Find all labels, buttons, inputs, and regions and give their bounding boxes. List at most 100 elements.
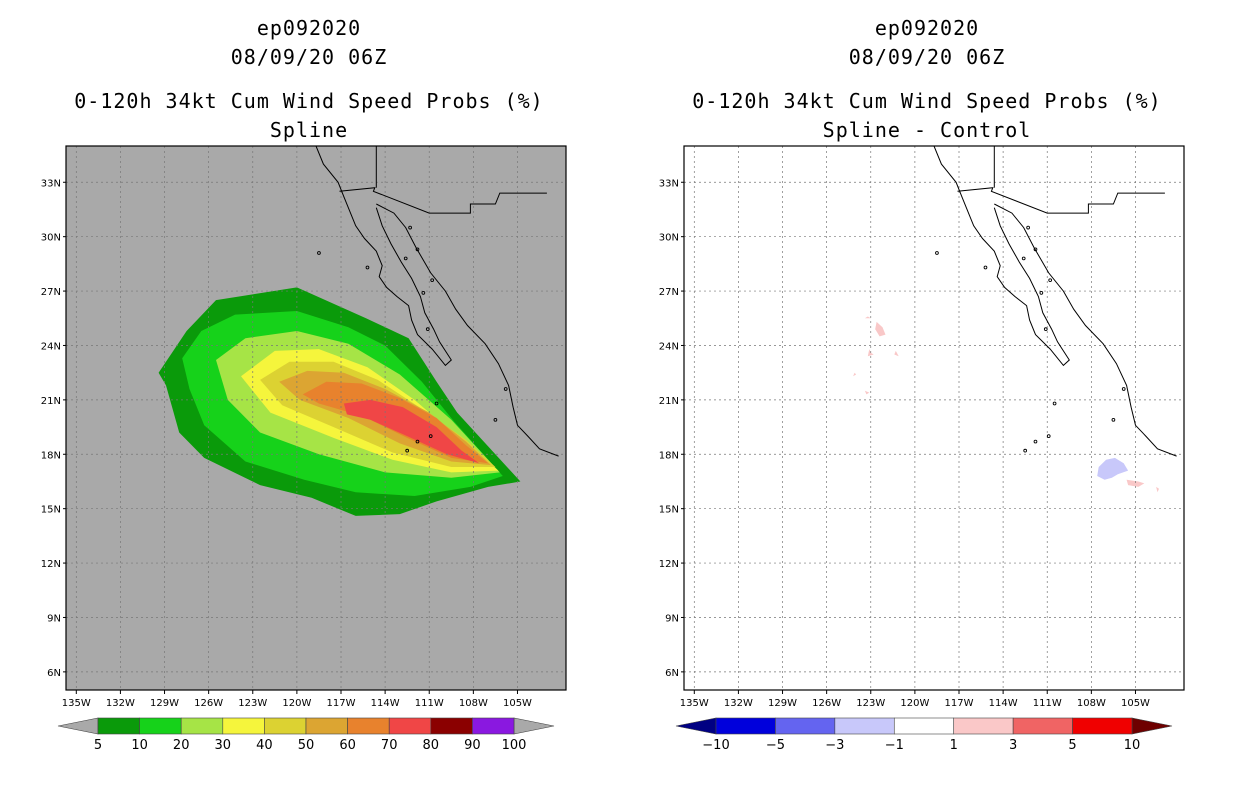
y-tick-label: 21N: [659, 396, 679, 407]
diff-feature-8: [1097, 457, 1129, 480]
colorbar-label: −10: [702, 738, 729, 753]
left-chart-panel: ep092020 08/09/20 06Z 0-120h 34kt Cum Wi…: [41, 16, 567, 753]
y-tick-label: 27N: [659, 287, 679, 298]
colorbar-swatch: [953, 717, 1014, 735]
colorbar-label: −3: [825, 738, 844, 753]
y-tick-label: 9N: [665, 613, 679, 624]
island: [425, 327, 430, 331]
baja-coast: [315, 146, 452, 367]
y-tick-label: 24N: [41, 341, 61, 352]
island: [1121, 387, 1126, 391]
y-tick-label: 6N: [47, 668, 61, 679]
x-tick-label: 108W: [1077, 698, 1106, 709]
colorbar-under: [57, 717, 99, 735]
colorbar-label: 50: [298, 738, 315, 753]
colorbar: 5 10 20 30 40 50 60 70 80 90 100: [57, 717, 555, 753]
colorbar-swatch: [222, 717, 265, 735]
island: [403, 256, 408, 261]
island: [1033, 247, 1038, 252]
island: [317, 251, 321, 255]
x-tick-label: 129W: [150, 698, 179, 709]
colorbar-label: −5: [766, 738, 785, 753]
colorbar-under: [675, 717, 717, 735]
y-tick-label: 18N: [41, 450, 61, 461]
colorbar-swatch: [1072, 717, 1133, 735]
plot-frame: [683, 145, 1185, 691]
y-tick-label: 18N: [659, 450, 679, 461]
plot-frame: [65, 145, 567, 691]
island: [1043, 327, 1048, 331]
x-tick-label: 126W: [812, 698, 841, 709]
colorbar-label: 5: [1068, 738, 1076, 753]
diff-feature-2: [894, 350, 899, 357]
x-tick-label: 135W: [680, 698, 709, 709]
diff-feature-5: [864, 390, 870, 395]
island: [365, 265, 370, 270]
colorbar-label: 40: [256, 738, 273, 753]
x-tick-label: 120W: [900, 698, 929, 709]
colorbar-swatch: [775, 717, 836, 735]
colorbar-swatch: [347, 717, 390, 735]
colorbar-label: 60: [339, 738, 356, 753]
x-tick-label: 105W: [503, 698, 532, 709]
island: [405, 448, 410, 453]
x-tick-label: 111W: [1033, 698, 1062, 709]
colorbar-label: 30: [215, 738, 232, 753]
island: [1026, 225, 1030, 230]
x-tick-label: 111W: [415, 698, 444, 709]
colorbar-swatch: [264, 717, 307, 735]
x-tick-label: 105W: [1121, 698, 1150, 709]
colorbar-swatch: [893, 717, 955, 735]
right-chart-title: 0-120h 34kt Cum Wind Speed Probs (%): [692, 89, 1162, 113]
colorbar-swatch: [715, 717, 776, 735]
colorbar-swatch: [139, 717, 182, 735]
colorbar-swatch: [388, 717, 432, 735]
colorbar-swatch: [180, 717, 224, 735]
diff-feature-4: [853, 372, 857, 377]
island: [1046, 434, 1051, 438]
colorbar-label: 100: [502, 738, 527, 753]
y-tick-label: 30N: [41, 233, 61, 244]
colorbar-swatch: [834, 717, 895, 735]
island: [1111, 417, 1116, 422]
y-tick-label: 33N: [41, 178, 61, 189]
left-storm-id: ep092020: [256, 16, 362, 40]
colorbar-label: 10: [131, 738, 148, 753]
colorbar-label: 1: [950, 738, 958, 753]
island: [503, 387, 508, 391]
x-tick-label: 126W: [194, 698, 223, 709]
y-tick-label: 21N: [41, 396, 61, 407]
y-tick-label: 15N: [41, 505, 61, 516]
y-tick-label: 12N: [659, 559, 679, 570]
colorbar-label: 20: [173, 738, 190, 753]
colorbar-over: [1131, 717, 1173, 735]
y-tick-label: 24N: [659, 341, 679, 352]
x-tick-label: 132W: [724, 698, 753, 709]
right-storm-id: ep092020: [874, 16, 980, 40]
colorbar-label: 90: [464, 738, 481, 753]
y-tick-label: 27N: [41, 287, 61, 298]
right-chart-panel: ep092020 08/09/20 06Z 0-120h 34kt Cum Wi…: [618, 0, 1236, 800]
x-tick-label: 117W: [327, 698, 356, 709]
colorbar-label: −1: [885, 738, 904, 753]
island: [408, 225, 412, 230]
colorbar-label: 70: [381, 738, 398, 753]
y-tick-label: 9N: [47, 613, 61, 624]
diff-feature-6: [1126, 479, 1145, 487]
mainland-coast: [994, 203, 1177, 457]
island: [1039, 291, 1044, 295]
island: [1033, 439, 1038, 444]
left-datetime: 08/09/20 06Z: [230, 45, 388, 69]
colorbar: −10 −5 −3 −1 1 3 5 10: [675, 717, 1173, 753]
colorbar-swatch: [472, 717, 515, 735]
x-tick-label: 135W: [62, 698, 91, 709]
colorbar-swatch: [305, 717, 348, 735]
island: [983, 265, 988, 270]
x-tick-label: 123W: [856, 698, 885, 709]
diff-feature-0: [875, 321, 886, 337]
colorbar-swatch: [1012, 717, 1073, 735]
island: [935, 251, 939, 255]
y-tick-label: 30N: [659, 233, 679, 244]
y-tick-label: 6N: [665, 668, 679, 679]
x-tick-label: 117W: [945, 698, 974, 709]
